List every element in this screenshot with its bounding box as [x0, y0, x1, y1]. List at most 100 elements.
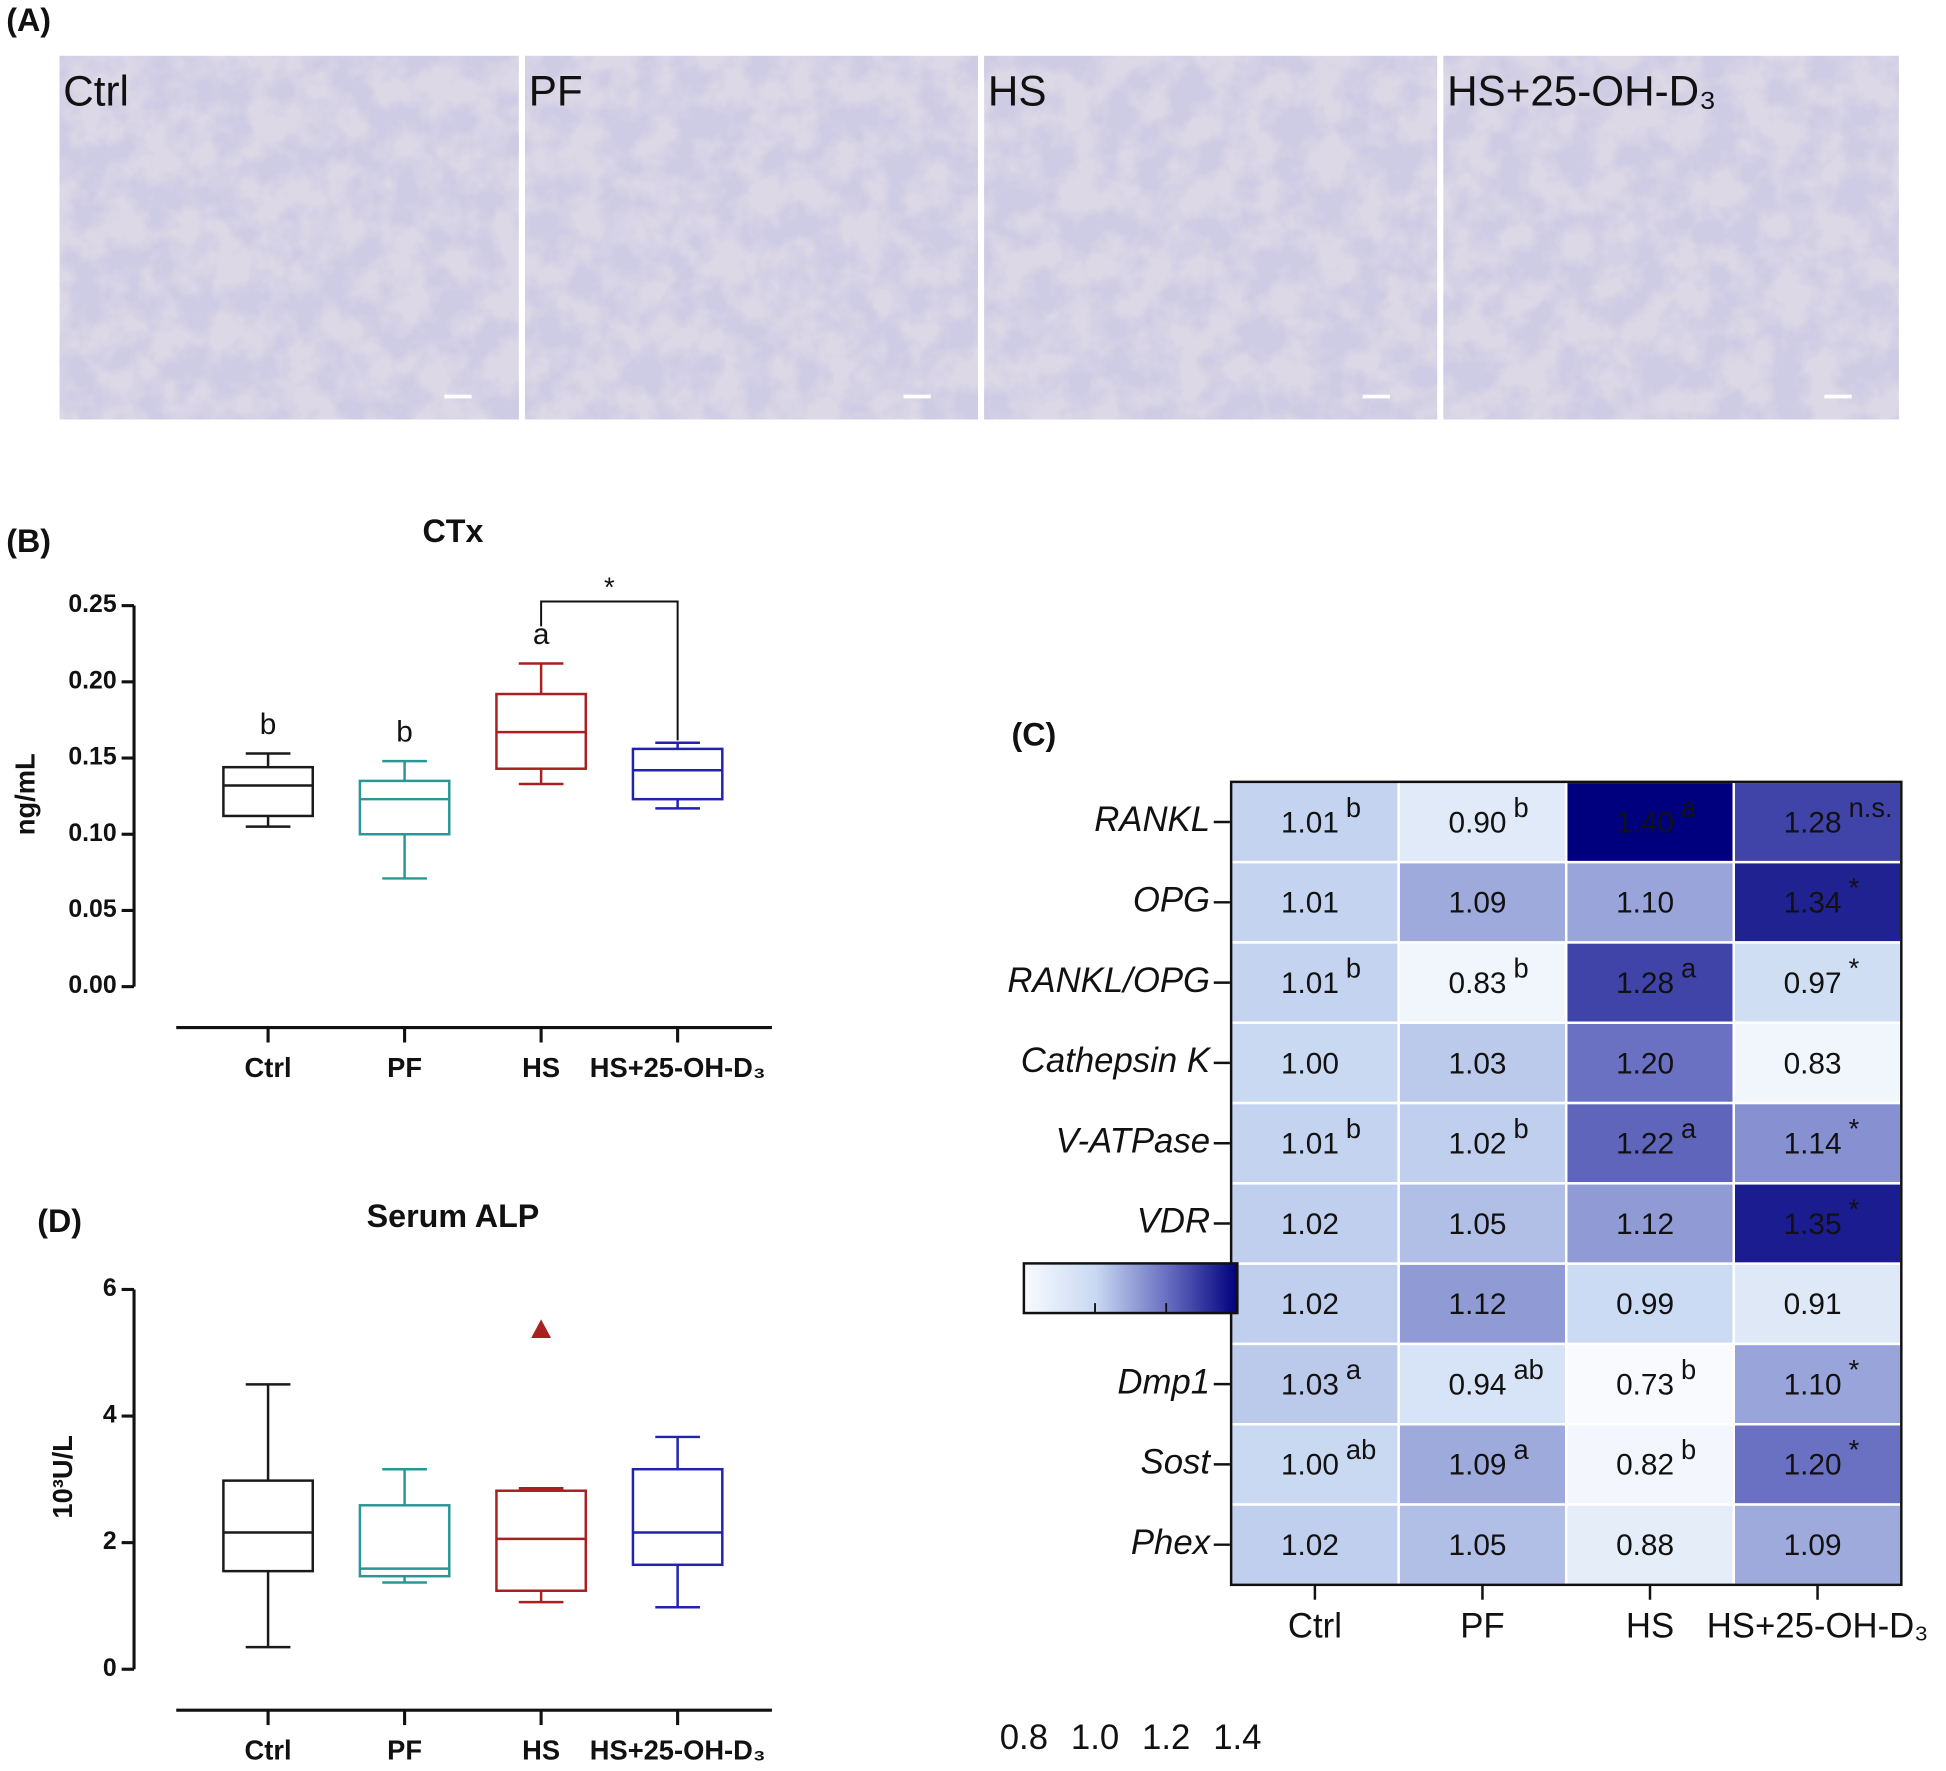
- heatmap-cell: [1732, 1101, 1903, 1185]
- panel-label: (D): [37, 1203, 82, 1239]
- row-label: RANKL/OPG: [1007, 962, 1210, 1000]
- box: [631, 1467, 724, 1567]
- cell-value: 1.09: [1449, 1449, 1507, 1482]
- cell-value: 1.09: [1784, 1529, 1842, 1562]
- cell-value: 1.14: [1784, 1128, 1842, 1161]
- cell-value: 1.12: [1616, 1208, 1674, 1241]
- row-label: OPG: [1133, 881, 1210, 919]
- x-tick-label: HS+25-OH-D₃: [590, 1735, 766, 1766]
- heatmap-cell: [1732, 1503, 1903, 1587]
- heatmap-cell: [1397, 1342, 1568, 1426]
- y-tick-label: 0: [103, 1655, 117, 1682]
- box: [222, 1479, 314, 1573]
- micrograph-texture: [1443, 55, 1899, 420]
- heatmap-cell: [1564, 1423, 1736, 1506]
- y-tick-label: 0.05: [68, 896, 116, 923]
- chart-title: CTx: [423, 513, 484, 549]
- cell-superscript: b: [1513, 952, 1528, 983]
- cell-value: 1.20: [1616, 1047, 1674, 1080]
- image-label: HS: [988, 67, 1047, 114]
- cell-value: 1.28: [1784, 806, 1842, 839]
- cell-value: 0.94: [1449, 1368, 1507, 1401]
- cell-value: 1.01: [1281, 1128, 1339, 1161]
- x-tick-label: HS+25-OH-D₃: [590, 1052, 766, 1083]
- heatmap-cell: [1397, 1503, 1568, 1587]
- cell-superscript: n.s.: [1849, 792, 1893, 823]
- colorbar-tick-label: 1.0: [1071, 1719, 1119, 1757]
- cell-value: 1.40: [1616, 806, 1674, 839]
- column-label: PF: [1460, 1607, 1504, 1645]
- cell-superscript: a: [1513, 1434, 1529, 1465]
- group-letter: b: [260, 708, 277, 741]
- cell-superscript: b: [1346, 792, 1361, 823]
- heatmap-cell: [1564, 1101, 1736, 1185]
- cell-value: 1.01: [1281, 967, 1339, 1000]
- cell-value: 1.02: [1281, 1529, 1339, 1562]
- cell-superscript: b: [1513, 1113, 1528, 1144]
- column-label: HS: [1626, 1607, 1674, 1645]
- micrograph-texture: [524, 55, 978, 420]
- cell-value: 1.28: [1616, 967, 1674, 1000]
- image-label: Ctrl: [63, 67, 129, 114]
- heatmap-cell: [1397, 1101, 1568, 1185]
- x-tick-label: PF: [387, 1052, 422, 1083]
- cell-value: 1.00: [1281, 1047, 1339, 1080]
- cell-value: 0.97: [1784, 967, 1842, 1000]
- cell-value: 1.10: [1616, 887, 1674, 920]
- heatmap-cell: [1229, 1342, 1400, 1426]
- cell-superscript: a: [1681, 792, 1697, 823]
- box: [358, 779, 451, 836]
- colorbar-tick-label: 0.8: [1000, 1719, 1048, 1757]
- cell-superscript: b: [1681, 1354, 1696, 1385]
- cell-value: 0.83: [1784, 1047, 1842, 1080]
- y-tick-label: 4: [103, 1402, 117, 1429]
- row-label: VDR: [1137, 1203, 1210, 1241]
- cell-superscript: a: [1681, 1113, 1697, 1144]
- heatmap-cell: [1397, 1021, 1568, 1105]
- scale-bar: [903, 394, 931, 399]
- cell-value: 1.35: [1784, 1208, 1842, 1241]
- cell-value: 0.73: [1616, 1368, 1674, 1401]
- row-label: V-ATPase: [1056, 1122, 1210, 1160]
- x-tick-label: PF: [387, 1735, 422, 1766]
- column-label: Ctrl: [1288, 1607, 1342, 1645]
- micrograph-texture: [59, 55, 519, 420]
- panel-label: (B): [6, 523, 51, 559]
- cell-superscript: a: [1346, 1354, 1362, 1385]
- cell-value: 1.03: [1281, 1368, 1339, 1401]
- cell-superscript: *: [1849, 872, 1860, 903]
- heatmap-cell: [1564, 1262, 1736, 1346]
- y-tick-label: 0.15: [68, 744, 116, 771]
- cell-superscript: *: [1849, 1354, 1860, 1385]
- group-letter: a: [533, 618, 550, 651]
- y-tick-label: 6: [103, 1275, 117, 1302]
- row-label: Cathepsin K: [1021, 1042, 1212, 1080]
- significance-bracket: [540, 600, 679, 741]
- x-tick-label: Ctrl: [245, 1052, 292, 1083]
- chart-title: Serum ALP: [367, 1198, 540, 1234]
- cell-value: 1.10: [1784, 1368, 1842, 1401]
- scale-bar: [1824, 394, 1852, 399]
- x-tick-label: Ctrl: [245, 1735, 292, 1766]
- group-letter: b: [396, 716, 413, 749]
- colorbar-tick-label: 1.4: [1213, 1719, 1261, 1757]
- outlier: [531, 1319, 552, 1339]
- colorbar-tick-label: 1.2: [1142, 1719, 1190, 1757]
- cell-value: 0.91: [1784, 1288, 1842, 1321]
- colorbar: [1022, 1262, 1239, 1315]
- box: [631, 747, 724, 801]
- cell-value: 1.05: [1449, 1529, 1507, 1562]
- y-axis-label: ng/mL: [10, 753, 41, 835]
- y-axis-label: 10³U/L: [47, 1435, 78, 1518]
- heatmap-cell: [1564, 780, 1736, 864]
- cell-value: 1.34: [1784, 887, 1842, 920]
- cell-superscript: a: [1681, 952, 1697, 983]
- cell-value: 0.90: [1449, 806, 1507, 839]
- cell-superscript: ab: [1346, 1434, 1376, 1465]
- heatmap-cell: [1397, 1423, 1568, 1506]
- heatmap-cell: [1397, 941, 1568, 1025]
- row-label: RANKL: [1094, 801, 1210, 839]
- cell-value: 1.02: [1281, 1288, 1339, 1321]
- y-tick-label: 0.10: [68, 820, 116, 847]
